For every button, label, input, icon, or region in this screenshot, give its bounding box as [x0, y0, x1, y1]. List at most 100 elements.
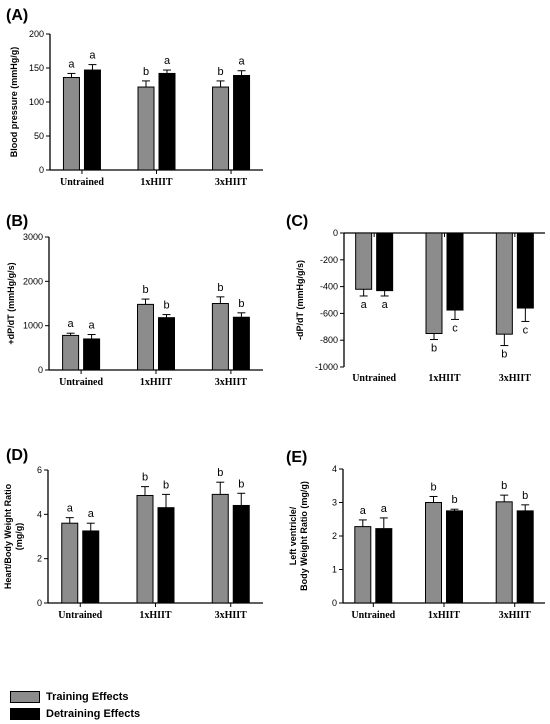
significance-label: b: [143, 66, 149, 78]
bar-training: [137, 303, 154, 371]
category-label: Untrained: [58, 610, 102, 621]
significance-label: a: [89, 320, 96, 332]
bar-training: [211, 303, 229, 371]
panel-c: (C) 0 -200 -400 -600 -800 -1000 -dP/dT (mmHg/g/…: [286, 213, 545, 384]
significance-label: a: [382, 299, 389, 311]
category-label: 1xHIIT: [428, 373, 461, 384]
bar-detraining: [158, 317, 175, 371]
y-tick-label: 2: [37, 554, 42, 564]
bar-detraining: [232, 316, 250, 371]
y-tick-label: 200: [29, 29, 44, 39]
y-tick-label: 6: [37, 465, 42, 475]
significance-label: b: [238, 298, 244, 310]
category-label: Untrained: [352, 373, 396, 384]
bar-detraining: [83, 69, 101, 171]
y-tick-label: 0: [333, 228, 338, 238]
legend-label-training: Training Effects: [46, 690, 129, 703]
category-label: 3xHIIT: [499, 610, 532, 621]
panel-a: (A) 0 50 100 150 200 Blood pressure (mmHg/g) Un…: [6, 7, 263, 188]
y-tick-label: -1000: [315, 362, 338, 372]
bar-training: [61, 522, 79, 604]
significance-label: a: [67, 503, 74, 515]
legend-swatch-detraining: [10, 707, 40, 720]
bar-training: [62, 77, 80, 171]
y-axis-title: Blood pressure (mmHg/g): [9, 47, 19, 158]
panel-e: (E) 0 1 2 3 4 Left ventricle/Body Weight Ratio…: [286, 449, 545, 621]
significance-label: b: [217, 66, 223, 78]
y-tick-label: -600: [320, 308, 338, 318]
y-axis-title-line: (mg/g): [14, 523, 24, 551]
y-tick-label: 2000: [23, 276, 43, 286]
panel-d: (D) 0 2 4 6 Heart/Body Weight Ratio (mg/g) Untr…: [3, 447, 263, 621]
legend-item-training: Training Effects: [10, 688, 140, 705]
bar-training: [425, 502, 442, 604]
significance-label: b: [501, 349, 507, 361]
bar-training: [136, 494, 154, 604]
significance-label: b: [142, 472, 148, 484]
category-label: 1xHIIT: [140, 177, 173, 188]
bar-training: [211, 493, 229, 604]
significance-label: b: [430, 481, 436, 493]
bar-training: [495, 232, 513, 335]
significance-label: c: [523, 324, 529, 336]
y-tick-label: 1000: [23, 321, 43, 331]
y-axis-title: +dP/dT (mmHg/g/s): [6, 262, 16, 344]
y-tick-label: 0: [332, 598, 337, 608]
y-tick-label: 150: [29, 63, 44, 73]
significance-label: b: [431, 343, 437, 355]
bar-detraining: [516, 510, 534, 604]
bar-detraining: [375, 528, 393, 604]
y-axis-title-line: Body Weight Ratio (mg/g): [299, 481, 309, 591]
y-tick-label: -200: [320, 255, 338, 265]
bar-training: [495, 501, 513, 604]
y-axis-title-line: Heart/Body Weight Ratio: [3, 483, 13, 589]
category-label: 3xHIIT: [499, 373, 532, 384]
bar-detraining: [516, 232, 534, 309]
legend-swatch-training: [10, 690, 40, 703]
category-label: 3xHIIT: [215, 377, 248, 388]
panel-letter: (D): [6, 447, 28, 464]
panel-letter: (B): [6, 213, 28, 230]
legend: Training Effects Detraining Effects: [10, 688, 140, 722]
panel-b: (B) 0 1000 2000 3000 +dP/dT (mmHg/g/s) Untrain…: [6, 213, 263, 388]
y-tick-label: 0: [38, 365, 43, 375]
significance-label: b: [217, 282, 223, 294]
y-tick-label: 0: [39, 165, 44, 175]
panel-letter: (A): [6, 7, 28, 24]
significance-label: b: [501, 480, 507, 492]
significance-label: b: [522, 490, 528, 502]
significance-label: a: [164, 55, 171, 67]
significance-label: b: [163, 300, 169, 312]
y-tick-label: -800: [320, 335, 338, 345]
y-tick-label: 1: [332, 565, 337, 575]
bar-training: [355, 232, 373, 290]
y-tick-label: 3: [332, 498, 337, 508]
legend-label-detraining: Detraining Effects: [46, 707, 141, 720]
category-label: 1xHIIT: [428, 610, 461, 621]
y-tick-label: 0: [37, 598, 42, 608]
bar-training: [137, 86, 155, 171]
bar-training: [354, 526, 372, 604]
bar-detraining: [83, 338, 101, 371]
bar-training: [62, 334, 80, 371]
category-label: Untrained: [60, 177, 104, 188]
category-label: Untrained: [351, 610, 395, 621]
category-label: 1xHIIT: [139, 610, 172, 621]
significance-label: a: [68, 58, 75, 70]
y-tick-label: 3000: [23, 232, 43, 242]
significance-label: a: [238, 56, 245, 68]
significance-label: b: [142, 284, 148, 296]
y-tick-label: 4: [37, 509, 42, 519]
y-tick-label: 50: [34, 131, 44, 141]
significance-label: c: [452, 322, 458, 334]
bar-detraining: [376, 232, 394, 292]
significance-label: a: [68, 318, 75, 330]
significance-label: b: [163, 479, 169, 491]
bar-detraining: [82, 530, 100, 604]
significance-label: b: [217, 467, 223, 479]
panel-letter: (C): [286, 213, 308, 230]
category-label: 1xHIIT: [140, 377, 173, 388]
y-tick-label: -400: [320, 282, 338, 292]
significance-label: a: [360, 505, 367, 517]
